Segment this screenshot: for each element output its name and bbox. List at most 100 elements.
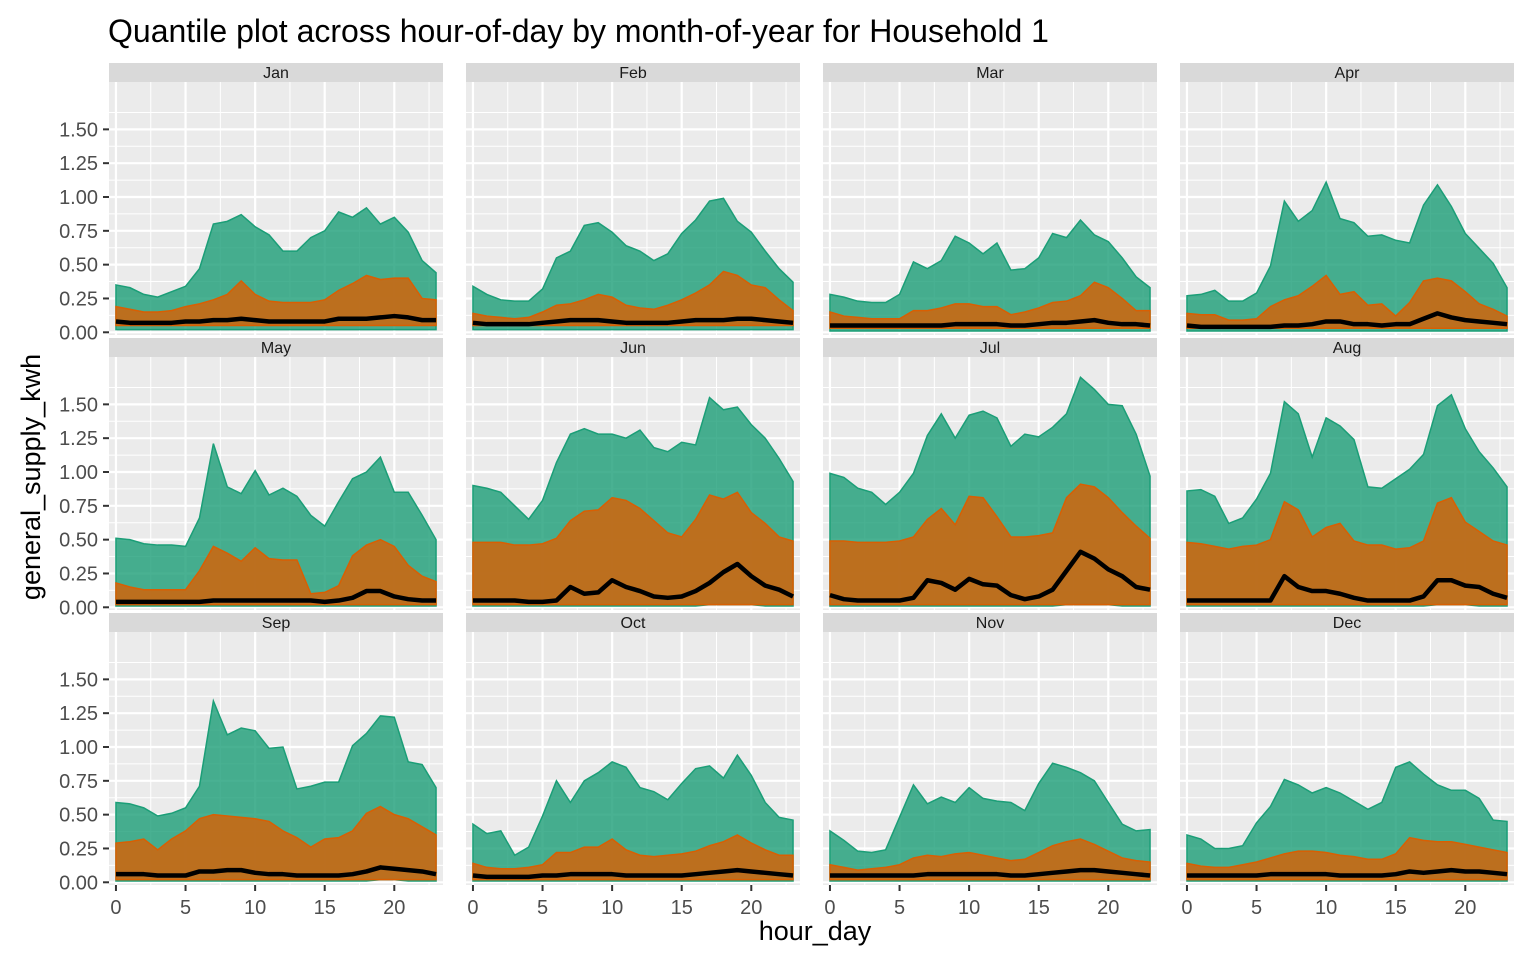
facet-strip-label: Sep [262,615,291,632]
median-line [829,317,1151,328]
y-tick-label: 0.75 [59,221,98,243]
panel-oct: Oct 0 5 10 15 20 [466,613,800,919]
y-tick-label: 0.50 [59,805,98,827]
x-tick-label: 15 [1028,897,1050,919]
panel-dec: Dec 0 5 10 15 20 [1180,613,1514,919]
facet-strip-label: Mar [976,65,1004,82]
facet-strip [109,338,443,357]
inner-quantile-band [115,274,437,327]
inner-quantile-band [1186,836,1508,881]
x-tick-label: 20 [383,897,405,919]
median-line [829,867,1151,878]
y-tick-label: 0.75 [59,496,98,518]
panel-jul: Jul [823,338,1157,610]
facet-strip [823,613,1157,632]
facet-strip-label: Dec [1333,615,1361,632]
x-tick-label: 10 [1315,897,1337,919]
y-tick-label: 0.25 [59,563,98,585]
facet-strip [823,63,1157,82]
x-tick-label: 5 [894,897,905,919]
x-tick-label: 10 [601,897,623,919]
panel-mar: Mar [823,63,1157,335]
facet-strip-label: Aug [1333,340,1361,357]
facet-panels: Jan 0.00 0.25 0.50 0.75 1.00 1.25 1.50 Feb Mar Apr… [59,63,1514,919]
facet-strip [1180,63,1514,82]
panel-jan: Jan 0.00 0.25 0.50 0.75 1.00 1.25 1.50 [59,63,443,344]
x-tick-label: 20 [1097,897,1119,919]
facet-strip-label: Jan [263,65,289,82]
y-tick-label: 1.00 [59,462,98,484]
x-tick-label: 5 [1251,897,1262,919]
inner-quantile-band [829,281,1151,329]
x-axis-title: hour_day [759,916,872,946]
x-tick-label: 15 [314,897,336,919]
facet-strip [466,613,800,632]
inner-quantile-band [115,805,437,881]
median-line [472,316,794,327]
y-tick-label: 1.25 [59,153,98,175]
panel-feb: Feb [466,63,800,335]
y-tick-label: 1.50 [59,669,98,691]
facet-strip [109,63,443,82]
median-line [115,588,437,605]
y-tick-label: 0.50 [59,530,98,552]
median-line [1186,573,1508,603]
x-tick-label: 0 [110,897,121,919]
y-tick-label: 0.00 [59,597,98,619]
x-tick-label: 0 [1181,897,1192,919]
y-axis-title: general_supply_kwh [16,354,46,600]
y-tick-label: 1.00 [59,737,98,759]
facet-strip [109,613,443,632]
median-line [829,549,1151,603]
median-line [115,313,437,326]
x-tick-label: 15 [671,897,693,919]
y-tick-label: 1.50 [59,119,98,141]
y-tick-label: 0.00 [59,872,98,894]
x-tick-label: 0 [824,897,835,919]
median-line [1186,867,1508,878]
panel-apr: Apr [1180,63,1514,335]
chart-title: Quantile plot across hour-of-day by mont… [108,13,1049,49]
median-line [1186,311,1508,330]
x-tick-label: 20 [1454,897,1476,919]
facet-strip-label: May [261,340,291,357]
facet-strip-label: Apr [1335,65,1361,82]
y-tick-label: 1.25 [59,428,98,450]
inner-quantile-band [472,491,794,606]
panel-jun: Jun [466,338,800,610]
x-tick-label: 5 [537,897,548,919]
facet-strip [466,338,800,357]
facet-strip-label: Jun [620,340,646,357]
median-line [472,561,795,605]
facet-strip [466,63,800,82]
panel-sep: Sep 0.00 0.25 0.50 0.75 1.00 1.25 1.50 0 5 10 15 20 [59,613,443,919]
facet-strip-label: Feb [619,65,647,82]
inner-quantile-band [1186,496,1508,606]
y-tick-label: 0.25 [59,838,98,860]
inner-quantile-band [115,538,437,606]
x-tick-label: 0 [467,897,478,919]
x-tick-label: 15 [1385,897,1407,919]
y-tick-label: 0.50 [59,255,98,277]
facet-strip-label: Oct [621,615,646,632]
x-tick-label: 10 [958,897,980,919]
panel-nov: Nov 0 5 10 15 20 [823,613,1157,919]
x-tick-label: 5 [180,897,191,919]
facet-strip [1180,338,1514,357]
inner-quantile-band [829,483,1151,606]
y-tick-label: 0.75 [59,771,98,793]
x-tick-label: 20 [740,897,762,919]
inner-quantile-band [472,834,794,881]
inner-quantile-band [472,270,794,327]
median-line [472,867,794,880]
y-tick-label: 1.50 [59,394,98,416]
panel-may: May 0.00 0.25 0.50 0.75 1.00 1.25 1.50 [59,338,443,619]
median-line [115,865,437,878]
y-tick-label: 1.25 [59,703,98,725]
facet-strip [1180,613,1514,632]
y-tick-label: 0.00 [59,322,98,344]
panel-aug: Aug [1180,338,1514,610]
y-tick-label: 0.25 [59,288,98,310]
x-tick-label: 10 [244,897,266,919]
